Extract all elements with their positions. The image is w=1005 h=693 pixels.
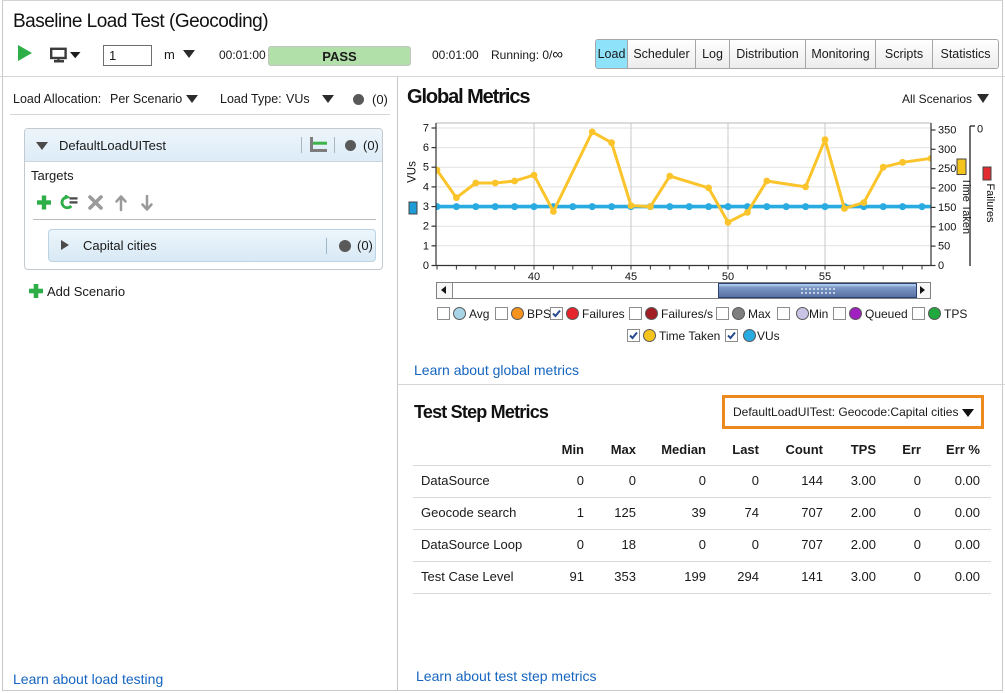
svg-text:6: 6 <box>423 142 429 154</box>
svg-text:Failures: Failures <box>984 183 996 223</box>
svg-text:100: 100 <box>938 221 956 233</box>
svg-text:300: 300 <box>938 144 956 156</box>
svg-text:5: 5 <box>423 162 429 174</box>
svg-text:45: 45 <box>625 271 637 282</box>
svg-text:VUs: VUs <box>407 161 419 183</box>
svg-text:2: 2 <box>423 221 429 233</box>
svg-text:40: 40 <box>528 271 540 282</box>
svg-text:150: 150 <box>938 202 956 214</box>
svg-text:200: 200 <box>938 183 956 195</box>
svg-text:0: 0 <box>938 260 944 272</box>
svg-text:7: 7 <box>423 123 429 135</box>
svg-text:Time Taken: Time Taken <box>960 178 972 234</box>
svg-text:50: 50 <box>722 271 734 282</box>
svg-text:55: 55 <box>819 271 831 282</box>
svg-text:0: 0 <box>977 124 983 136</box>
svg-text:50: 50 <box>938 241 950 253</box>
svg-text:350: 350 <box>938 125 956 137</box>
svg-text:250: 250 <box>938 163 956 175</box>
svg-text:4: 4 <box>423 181 429 193</box>
svg-text:0: 0 <box>423 260 429 272</box>
svg-text:3: 3 <box>423 201 429 213</box>
svg-text:1: 1 <box>423 240 429 252</box>
